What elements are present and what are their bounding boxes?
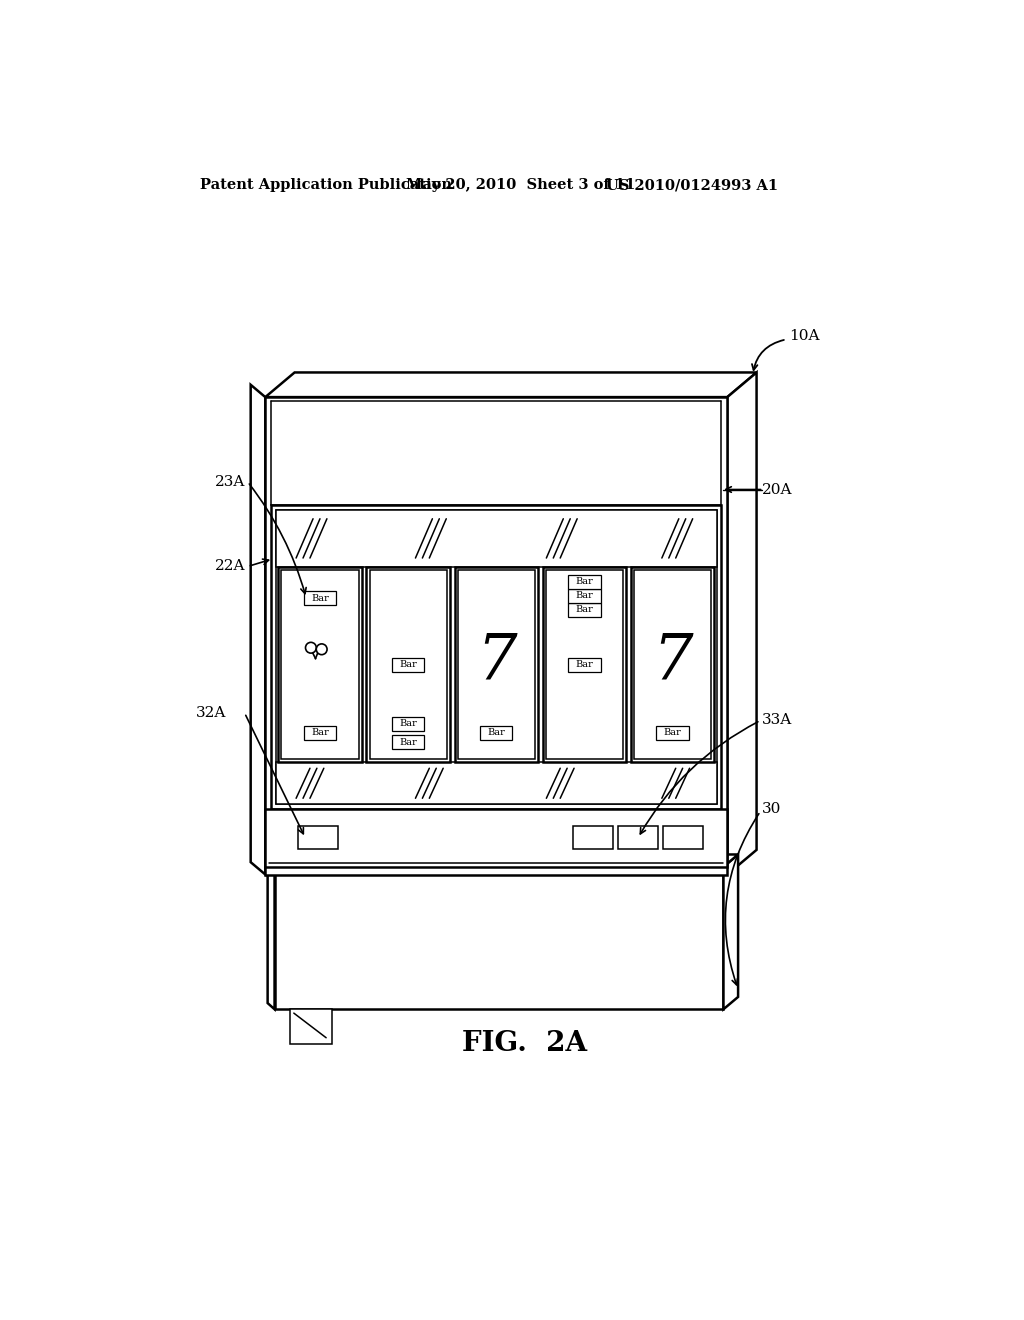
Bar [276, 510, 717, 568]
Circle shape [305, 643, 316, 653]
Text: 32A: 32A [196, 706, 226, 719]
Bar [276, 762, 717, 804]
Bar [304, 591, 336, 605]
Bar [568, 603, 600, 616]
Text: 7: 7 [476, 630, 517, 692]
Text: Bar: Bar [664, 729, 681, 738]
Bar [634, 570, 711, 759]
Bar [392, 657, 424, 672]
Text: Bar: Bar [311, 729, 329, 738]
Text: Bar: Bar [399, 738, 417, 747]
Text: Bar: Bar [575, 660, 593, 669]
Text: May 20, 2010  Sheet 3 of 11: May 20, 2010 Sheet 3 of 11 [407, 178, 636, 193]
Bar [568, 589, 600, 603]
Text: Bar: Bar [575, 591, 593, 601]
Text: FIG.  2A: FIG. 2A [462, 1031, 588, 1057]
Text: Patent Application Publication: Patent Application Publication [200, 178, 452, 193]
Bar [546, 570, 623, 759]
Text: Bar: Bar [575, 577, 593, 586]
Bar [568, 657, 600, 672]
Text: 20A: 20A [762, 483, 793, 496]
Text: 22A: 22A [215, 560, 246, 573]
Text: Bar: Bar [311, 594, 329, 602]
Text: 30: 30 [762, 803, 781, 816]
Polygon shape [727, 372, 757, 875]
Bar [663, 826, 702, 850]
Bar [271, 506, 721, 809]
Bar [631, 568, 714, 762]
Bar [480, 726, 512, 739]
Bar [279, 568, 361, 762]
Bar [656, 726, 689, 739]
Polygon shape [274, 854, 738, 867]
Text: Bar: Bar [487, 729, 505, 738]
Bar [265, 809, 727, 867]
Polygon shape [251, 385, 265, 875]
Text: 33A: 33A [762, 714, 793, 727]
Bar [265, 397, 727, 875]
Text: 23A: 23A [215, 475, 246, 488]
Bar [458, 570, 535, 759]
Text: Bar: Bar [399, 660, 417, 669]
Polygon shape [724, 854, 738, 1010]
Bar [370, 570, 446, 759]
Polygon shape [265, 372, 757, 397]
Polygon shape [290, 1010, 333, 1044]
Bar [282, 570, 358, 759]
Text: 7: 7 [652, 630, 693, 692]
Bar [617, 826, 658, 850]
Bar [392, 735, 424, 748]
Text: 10A: 10A [788, 329, 819, 342]
Text: Bar: Bar [575, 605, 593, 614]
Bar [274, 867, 724, 1010]
Bar [276, 510, 717, 804]
Bar [568, 576, 600, 589]
Bar [392, 717, 424, 730]
Polygon shape [267, 861, 274, 1010]
Text: US 2010/0124993 A1: US 2010/0124993 A1 [606, 178, 778, 193]
Bar [298, 826, 338, 850]
Bar [367, 568, 450, 762]
Bar [543, 568, 626, 762]
Circle shape [316, 644, 327, 655]
Bar [455, 568, 538, 762]
Bar [573, 826, 613, 850]
Text: Bar: Bar [399, 719, 417, 729]
Bar [304, 726, 336, 739]
